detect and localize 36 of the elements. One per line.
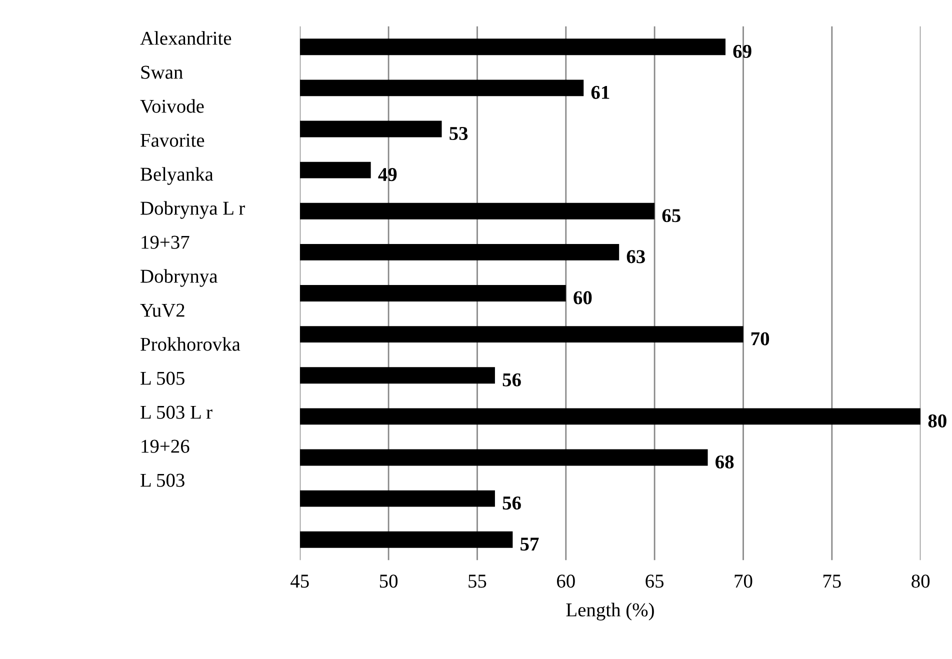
text: Alexandrite (140, 31, 232, 45)
x-tick-label: 75 (823, 574, 841, 588)
text: Swan (141, 66, 183, 79)
data-label: 80 (928, 414, 946, 428)
text: Favorite (140, 134, 204, 147)
text: Prokhorovka (140, 337, 240, 351)
text: Voivode (140, 99, 204, 113)
text: YuV2 (140, 304, 184, 317)
data-label: 61 (591, 86, 610, 99)
x-tick-label: 50 (380, 574, 398, 588)
text: L 503 L r (140, 406, 212, 419)
text: Dobrynya (140, 269, 218, 287)
x-tick-label: 70 (734, 574, 752, 588)
data-label: 70 (751, 332, 770, 346)
data-label: 68 (716, 455, 734, 469)
text: Belyanka (140, 167, 214, 185)
data-label: 56 (502, 496, 521, 510)
x-tick-label: 65 (646, 574, 664, 588)
text: L 505 (140, 372, 184, 385)
text: L 503 (140, 474, 184, 487)
x-tick-label: 45 (290, 574, 309, 588)
data-label: 53 (450, 126, 468, 140)
data-label: 57 (520, 538, 539, 551)
text: 19+37 (142, 236, 190, 249)
x-tick-label: 60 (557, 574, 575, 588)
data-label: 65 (662, 209, 680, 222)
text: 19+26 (142, 440, 190, 453)
text: Dobrynya L r (140, 201, 245, 219)
data-label: 49 (378, 168, 397, 182)
data-label: 63 (626, 250, 645, 264)
data-label: 56 (502, 373, 521, 386)
x-tick-label: 55 (468, 574, 486, 588)
data-label: 69 (733, 44, 752, 58)
x-tick-label: 80 (912, 574, 930, 588)
data-label: 60 (574, 291, 592, 304)
x-axis-title: Length (%) (566, 602, 654, 620)
